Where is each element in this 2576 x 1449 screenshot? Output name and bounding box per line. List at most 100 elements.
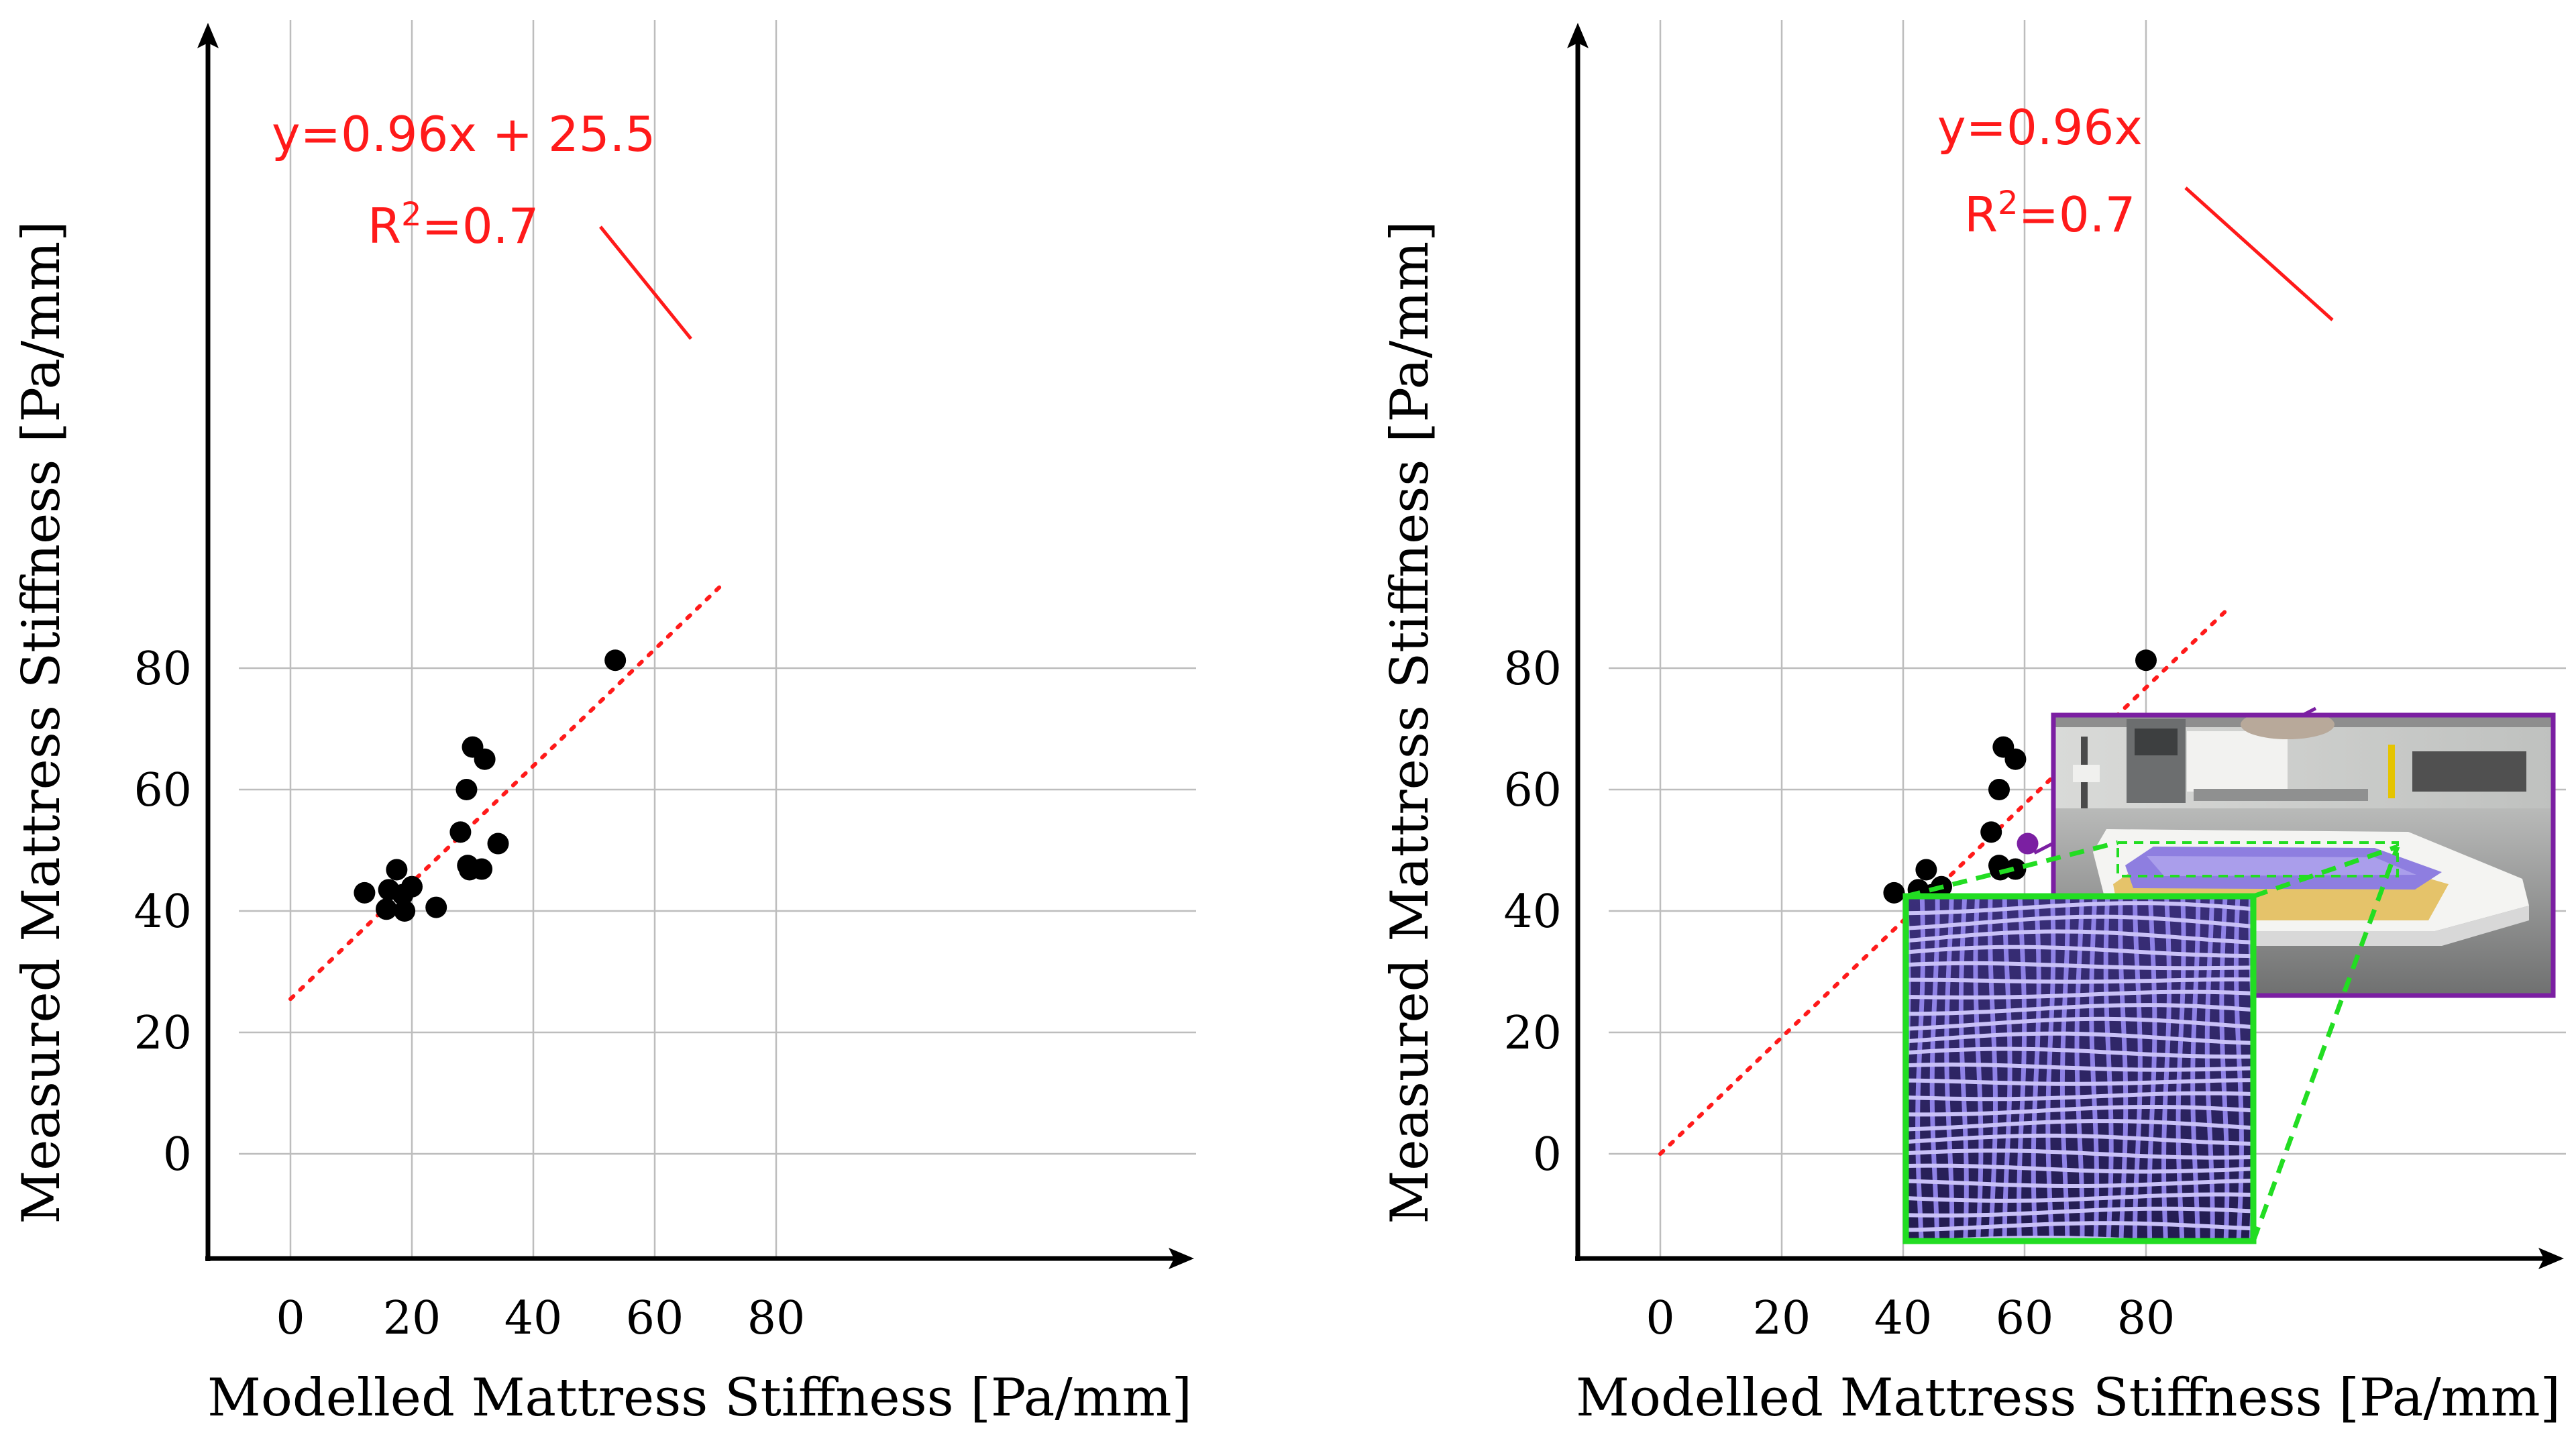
fit-equation-label: y=0.96x — [1937, 99, 2143, 156]
highlighted-data-point — [2017, 833, 2039, 855]
r-squared-label: R2=0.7 — [1964, 184, 2135, 243]
mattress-test-photo-inset — [2051, 712, 2556, 998]
lattice-horizontal-strand — [1906, 1062, 2253, 1072]
data-points — [354, 649, 627, 922]
lattice-grid — [1906, 896, 2253, 1241]
lattice-horizontal-strand — [1906, 1003, 2253, 1016]
lattice-horizontal-strand — [1906, 1031, 2253, 1045]
y-tick-label-3: 60 — [1504, 764, 1562, 817]
lattice-horizontal-strand — [1906, 914, 2253, 930]
y-axis — [197, 23, 219, 1261]
lattice-horizontal-strand — [1906, 929, 2253, 945]
x-axis — [1575, 1248, 2564, 1269]
x-tick-label-4: 80 — [747, 1292, 806, 1345]
data-point-9 — [455, 779, 478, 800]
x-axis-arrowhead — [2538, 1248, 2564, 1269]
x-tick-label-4: 80 — [2117, 1292, 2176, 1345]
grid-lines — [239, 20, 1196, 1258]
lattice-horizontal-strand — [1906, 1133, 2253, 1146]
fit-equation-label: y=0.96x + 25.5 — [272, 106, 655, 162]
y-axis-label: Measured Mattress Stiffness [Pa/mm] — [1380, 221, 1440, 1224]
lattice-horizontal-strand — [1906, 977, 2253, 984]
data-point-0 — [1883, 881, 1905, 904]
lattice-horizontal-strand — [1906, 1091, 2253, 1102]
x-tick-label-2: 40 — [1874, 1292, 1933, 1345]
lattice-horizontal-strand — [1906, 1105, 2253, 1117]
scatter-panel-right: y=0.96x R2=0.7 — [1380, 20, 2566, 1428]
data-point-13 — [2004, 858, 2027, 880]
y-tick-labels: 0 20 40 60 80 — [134, 643, 193, 1181]
data-point-9 — [1988, 779, 2010, 800]
r-squared-label: R2=0.7 — [368, 196, 539, 254]
lattice-horizontal-strand — [1906, 989, 2253, 1000]
lattice-horizontal-strand — [1906, 1046, 2253, 1059]
lattice-horizontal-strand — [1906, 1179, 2253, 1188]
x-axis-label: Modelled Mattress Stiffness [Pa/mm] — [207, 1368, 1192, 1428]
y-tick-label-2: 40 — [1504, 885, 1562, 938]
lattice-horizontal-strand — [1906, 1148, 2253, 1160]
x-axis-arrowhead — [1169, 1248, 1194, 1269]
data-point-16 — [604, 649, 627, 672]
data-point-7 — [425, 896, 447, 918]
y-tick-label-4: 80 — [134, 643, 193, 696]
data-point-15 — [487, 833, 509, 855]
data-point-11 — [1989, 859, 2011, 881]
x-tick-label-1: 20 — [383, 1292, 441, 1345]
zoom-source-region — [2116, 841, 2399, 877]
lattice-horizontal-strand — [1906, 1016, 2253, 1031]
y-tick-label-1: 20 — [134, 1007, 193, 1060]
y-tick-label-3: 60 — [134, 764, 193, 817]
data-point-8 — [449, 821, 472, 843]
lattice-horizontal-strand — [1906, 1119, 2253, 1132]
lattice-horizontal-strand — [1906, 1163, 2253, 1174]
x-tick-label-2: 40 — [504, 1292, 563, 1345]
data-point-3 — [386, 859, 408, 881]
lattice-horizontal-strand — [1906, 1206, 2253, 1218]
x-tick-label-3: 60 — [1996, 1292, 2054, 1345]
lattice-vertical-strand — [2031, 896, 2041, 1241]
regression-fit-line — [288, 583, 724, 1002]
x-tick-label-3: 60 — [626, 1292, 684, 1345]
data-point-1 — [375, 898, 397, 920]
annotation-leader-line — [2184, 186, 2334, 321]
y-tick-label-4: 80 — [1504, 643, 1562, 696]
x-axis — [205, 1248, 1194, 1269]
data-point-13 — [471, 858, 493, 880]
zoom-connector-bottom-right — [2251, 845, 2400, 1242]
x-tick-label-0: 0 — [1646, 1292, 1674, 1345]
data-point-14 — [2004, 748, 2027, 770]
data-point-15 — [2135, 649, 2157, 672]
x-tick-labels: 0 20 40 60 80 — [276, 1292, 805, 1345]
y-axis-arrowhead — [197, 23, 219, 48]
lattice-vertical-strand — [1915, 896, 1926, 1241]
x-axis-label: Modelled Mattress Stiffness [Pa/mm] — [1576, 1368, 2561, 1428]
y-axis — [1567, 23, 1589, 1261]
lattice-horizontal-strand — [1906, 1078, 2253, 1086]
y-tick-label-2: 40 — [134, 885, 193, 938]
data-point-6 — [401, 875, 423, 898]
zoom-connector-top-right — [2252, 844, 2399, 899]
data-point-5 — [394, 900, 416, 922]
y-tick-label-1: 20 — [1504, 1007, 1562, 1060]
data-point-8 — [1980, 821, 2002, 843]
lattice-horizontal-strand — [1906, 1192, 2253, 1203]
y-tick-label-0: 0 — [1533, 1128, 1562, 1181]
y-axis-arrowhead — [1567, 23, 1589, 48]
scatter-panel-left: y=0.96x + 25.5 R2=0.7 0 20 40 60 80 0 20 40 60 8… — [11, 20, 1196, 1428]
annotation-leader-line — [599, 225, 692, 340]
data-point-14 — [474, 748, 496, 770]
lattice-closeup-inset — [1902, 893, 2257, 1244]
x-tick-label-0: 0 — [276, 1292, 305, 1345]
lattice-horizontal-strand — [1906, 1221, 2253, 1232]
data-point-0 — [354, 881, 376, 904]
x-tick-label-1: 20 — [1753, 1292, 1811, 1345]
x-tick-labels: 0 20 40 60 80 — [1646, 1292, 2175, 1345]
lattice-horizontal-strand — [1906, 901, 2253, 916]
y-axis-label: Measured Mattress Stiffness [Pa/mm] — [11, 221, 72, 1224]
y-tick-labels: 0 20 40 60 80 — [1504, 643, 1562, 1181]
lattice-horizontal-strand — [1906, 961, 2253, 971]
data-point-3 — [1915, 859, 1937, 881]
lattice-horizontal-strand — [1906, 945, 2253, 959]
zoom-connector-top-left — [1905, 840, 2118, 899]
